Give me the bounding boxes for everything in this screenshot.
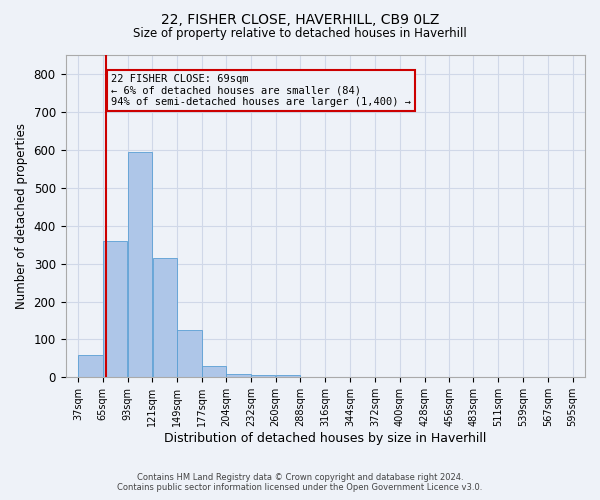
Bar xyxy=(152,258,177,378)
Bar xyxy=(178,330,202,378)
Bar xyxy=(202,366,226,378)
Text: Size of property relative to detached houses in Haverhill: Size of property relative to detached ho… xyxy=(133,28,467,40)
Bar xyxy=(276,376,300,378)
Text: 22 FISHER CLOSE: 69sqm
← 6% of detached houses are smaller (84)
94% of semi-deta: 22 FISHER CLOSE: 69sqm ← 6% of detached … xyxy=(111,74,411,107)
Bar xyxy=(78,354,103,378)
Text: Contains HM Land Registry data © Crown copyright and database right 2024.
Contai: Contains HM Land Registry data © Crown c… xyxy=(118,473,482,492)
Text: 22, FISHER CLOSE, HAVERHILL, CB9 0LZ: 22, FISHER CLOSE, HAVERHILL, CB9 0LZ xyxy=(161,12,439,26)
Bar xyxy=(226,374,251,378)
Bar xyxy=(251,376,275,378)
Bar xyxy=(128,152,152,378)
Bar xyxy=(103,241,127,378)
X-axis label: Distribution of detached houses by size in Haverhill: Distribution of detached houses by size … xyxy=(164,432,487,445)
Y-axis label: Number of detached properties: Number of detached properties xyxy=(15,123,28,309)
